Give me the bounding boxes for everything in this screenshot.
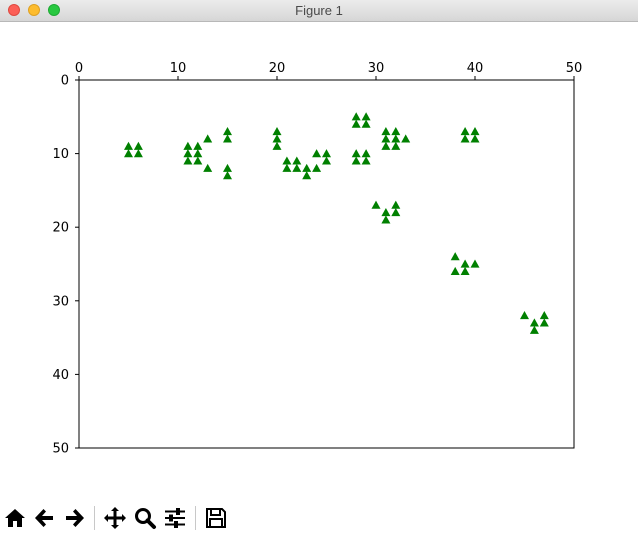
toolbar-separator: [195, 506, 196, 530]
back-button[interactable]: [32, 504, 58, 532]
data-point-marker: [401, 134, 411, 143]
data-point-marker: [223, 134, 232, 143]
subplots-config-button[interactable]: [162, 504, 188, 532]
data-point-marker: [223, 171, 232, 180]
data-point-marker: [223, 163, 232, 172]
data-point-marker: [203, 163, 213, 172]
x-tick-label: 20: [269, 61, 286, 76]
data-point-marker: [312, 149, 322, 158]
forward-button[interactable]: [61, 504, 87, 532]
data-point-marker: [361, 112, 371, 121]
data-point-marker: [361, 156, 371, 165]
data-point-marker: [381, 127, 391, 136]
data-point-marker: [361, 119, 371, 128]
data-point-marker: [183, 141, 193, 150]
window-title: Figure 1: [295, 3, 343, 18]
zoom-icon: [135, 508, 156, 529]
data-point-marker: [322, 156, 331, 165]
data-point-marker: [450, 252, 460, 261]
data-point-marker: [282, 156, 292, 165]
data-point-marker: [272, 141, 282, 150]
data-point-marker: [381, 215, 391, 224]
minimize-window-button[interactable]: [28, 4, 40, 16]
window-titlebar: Figure 1: [0, 0, 638, 22]
y-tick-label: 10: [52, 147, 69, 162]
figure-canvas: 0 10 20 30 40 50 0 10 20 30 40 50: [52, 61, 583, 457]
data-point-marker: [381, 207, 391, 217]
x-tick-label: 0: [75, 61, 83, 76]
data-point-marker: [312, 163, 322, 172]
data-point-marker: [470, 127, 480, 136]
data-point-marker: [391, 141, 401, 150]
navigation-toolbar: [0, 503, 638, 533]
data-point-marker: [203, 134, 213, 143]
data-point-marker: [351, 119, 361, 128]
home-icon: [5, 509, 25, 527]
data-point-marker: [460, 266, 470, 275]
x-tick-label: 40: [467, 61, 484, 76]
data-point-marker: [302, 163, 312, 172]
y-tick-label: 30: [52, 294, 69, 309]
x-tick-label: 50: [566, 61, 583, 76]
data-point-marker: [391, 200, 401, 209]
plot-area: [78, 79, 575, 449]
close-window-button[interactable]: [8, 4, 20, 16]
data-point-marker: [391, 207, 401, 217]
data-point-marker: [133, 141, 143, 150]
data-point-marker: [460, 127, 470, 136]
toolbar-separator: [94, 506, 95, 530]
data-point-marker: [529, 318, 539, 327]
data-point-marker: [124, 149, 133, 158]
data-point-marker: [183, 156, 193, 165]
data-point-marker: [460, 134, 470, 143]
data-point-marker: [450, 266, 460, 275]
data-point-marker: [371, 200, 381, 209]
data-point-marker: [193, 141, 203, 150]
data-point-marker: [351, 112, 361, 121]
data-point-marker: [302, 171, 312, 180]
pan-icon: [104, 507, 126, 529]
data-point-marker: [361, 149, 371, 158]
data-point-marker: [183, 149, 193, 158]
data-point-marker: [133, 149, 143, 158]
data-point-marker: [539, 318, 549, 327]
data-point-marker: [223, 127, 232, 136]
data-point-marker: [381, 134, 391, 143]
y-tick-label: 50: [52, 442, 69, 457]
back-arrow-icon: [35, 509, 53, 527]
data-point-marker: [292, 163, 302, 172]
save-button[interactable]: [203, 504, 229, 532]
home-button[interactable]: [2, 504, 28, 532]
data-point-marker: [282, 163, 292, 172]
data-point-marker: [351, 149, 361, 158]
x-tick-label: 10: [170, 61, 187, 76]
data-point-marker: [391, 134, 401, 143]
data-point-marker: [381, 141, 391, 150]
data-point-marker: [470, 134, 480, 143]
data-point-marker: [539, 311, 549, 320]
pan-button[interactable]: [102, 504, 128, 532]
data-point-marker: [124, 141, 133, 150]
x-tick-label: 30: [368, 61, 385, 76]
maximize-window-button[interactable]: [48, 4, 60, 16]
subplots-config-icon: [165, 508, 185, 528]
data-point-marker: [529, 325, 539, 334]
data-point-marker: [193, 149, 203, 158]
data-point-marker: [470, 259, 480, 268]
data-point-marker: [272, 127, 282, 136]
y-tick-label: 40: [52, 368, 69, 383]
y-tick-label: 0: [61, 74, 69, 89]
data-point-marker: [322, 149, 331, 158]
data-point-marker: [272, 134, 282, 143]
data-point-marker: [193, 156, 203, 165]
data-point-marker: [391, 127, 401, 136]
forward-arrow-icon: [66, 509, 84, 527]
save-icon: [206, 508, 226, 528]
data-point-marker: [351, 156, 361, 165]
zoom-button[interactable]: [132, 504, 158, 532]
data-point-marker: [292, 156, 302, 165]
data-point-marker: [460, 259, 470, 268]
y-tick-label: 20: [52, 221, 69, 236]
data-point-marker: [520, 311, 529, 320]
